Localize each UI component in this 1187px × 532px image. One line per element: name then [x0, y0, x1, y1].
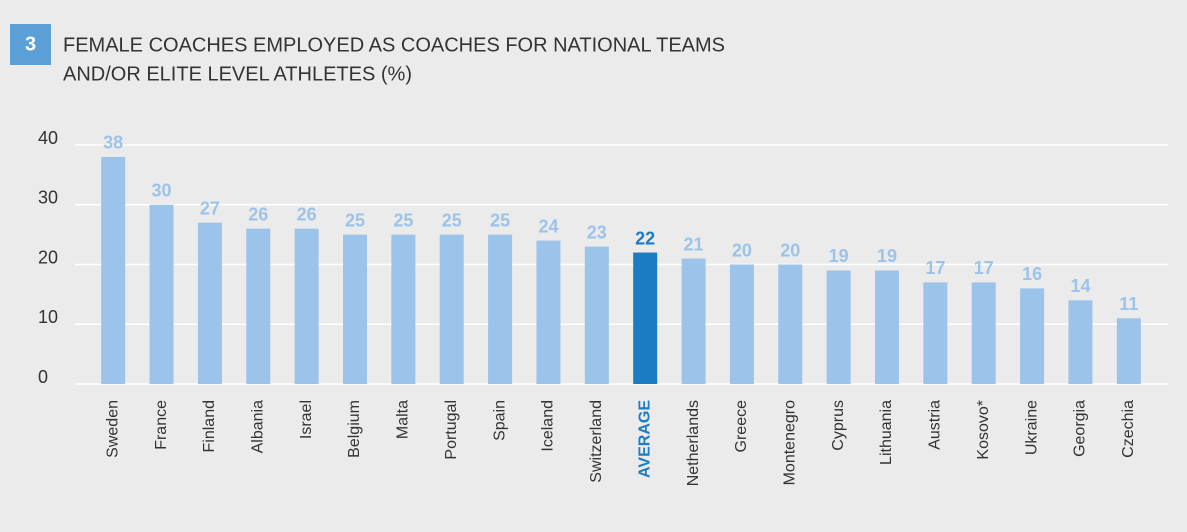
bar [294, 228, 319, 384]
x-tick-label: Georgia [1072, 400, 1089, 457]
bar [681, 258, 706, 384]
y-tick-label: 10 [38, 307, 58, 327]
value-label: 30 [152, 181, 172, 201]
x-tick-label: Switzerland [588, 400, 605, 483]
value-label: 21 [684, 234, 704, 254]
x-tick-label: Czechia [1120, 400, 1137, 458]
bar [536, 240, 561, 384]
y-tick-label: 30 [38, 188, 58, 208]
bar [923, 282, 948, 384]
value-label: 27 [200, 198, 220, 218]
value-label: 17 [925, 258, 945, 278]
bar [391, 234, 416, 384]
x-tick-label: Ukraine [1023, 400, 1040, 455]
x-tick-label: Lithuania [878, 400, 895, 465]
value-label: 14 [1070, 276, 1090, 296]
x-tick-label: Iceland [540, 400, 557, 452]
x-tick-label: AVERAGE [636, 400, 653, 478]
value-label: 26 [297, 204, 317, 224]
y-tick-label: 20 [38, 247, 58, 267]
value-label: 38 [103, 133, 123, 153]
value-label: 11 [1119, 294, 1138, 314]
x-tick-label: Portugal [443, 400, 460, 460]
value-label: 17 [974, 258, 994, 278]
bar [439, 234, 464, 384]
x-tick-label: Montenegro [781, 400, 798, 485]
x-tick-label: Kosovo* [975, 400, 992, 460]
x-tick-label: Belgium [346, 400, 363, 458]
bar [584, 246, 609, 384]
value-label: 25 [393, 210, 413, 230]
x-tick-label: Austria [927, 400, 944, 450]
value-label: 25 [345, 210, 365, 230]
bar [101, 156, 126, 384]
value-label: 25 [490, 210, 510, 230]
figure-number: 3 [25, 33, 36, 55]
y-tick-label: 0 [38, 367, 48, 387]
x-tick-label: Spain [491, 400, 508, 441]
x-tick-label: Albania [249, 400, 266, 453]
value-label: 20 [780, 240, 800, 260]
y-tick-label: 40 [38, 128, 58, 148]
x-tick-label: Finland [201, 400, 218, 452]
value-label: 22 [635, 228, 655, 248]
value-label: 25 [442, 210, 462, 230]
bar [1116, 318, 1141, 384]
bar [778, 264, 803, 384]
x-tick-label: Greece [733, 400, 750, 453]
x-tick-label: France [153, 400, 170, 450]
x-tick-label: Israel [298, 400, 315, 439]
bar [729, 264, 754, 384]
x-tick-label: Cyprus [830, 400, 847, 451]
value-label: 24 [538, 216, 558, 236]
bar [343, 234, 367, 384]
bar [1020, 288, 1045, 384]
value-label: 23 [587, 222, 607, 242]
value-label: 19 [877, 246, 897, 266]
value-label: 20 [732, 240, 752, 260]
x-tick-label: Sweden [104, 400, 121, 458]
value-label: 19 [829, 246, 849, 266]
chart-title: FEMALE COACHES EMPLOYED AS COACHES FOR N… [63, 34, 725, 56]
bar [1068, 300, 1093, 384]
x-tick-label: Malta [395, 400, 412, 439]
bar [149, 204, 174, 384]
value-label: 16 [1022, 264, 1042, 284]
x-tick-label: Netherlands [685, 400, 702, 486]
bar [246, 228, 271, 384]
chart-title: AND/OR ELITE LEVEL ATHLETES (%) [63, 63, 412, 85]
bar [875, 270, 899, 384]
bar [971, 282, 996, 384]
bar [197, 222, 222, 384]
bar [826, 270, 851, 384]
bar [633, 252, 658, 384]
figure-badge [10, 24, 51, 65]
bar [488, 234, 513, 384]
value-label: 26 [248, 204, 268, 224]
